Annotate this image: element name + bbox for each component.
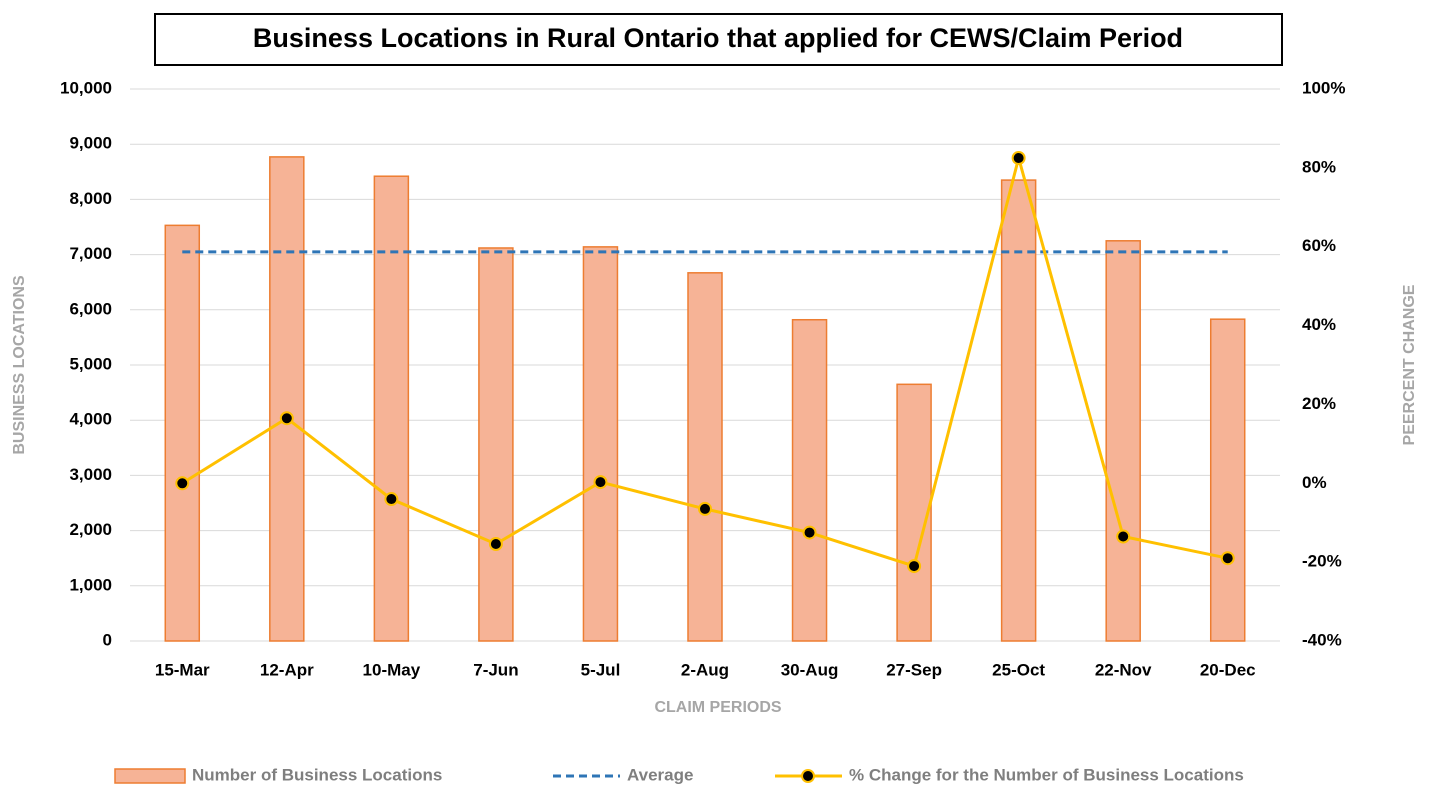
y2-axis-label: PEERCENT CHANGE	[1401, 284, 1418, 445]
marker	[802, 525, 817, 540]
y2-tick-label: 20%	[1302, 394, 1336, 413]
bar	[269, 156, 305, 642]
y-tick-label: 0	[103, 630, 112, 649]
y-axis-label: BUSINESS LOCATIONS	[11, 275, 28, 455]
legend-marker	[801, 769, 815, 783]
bar	[164, 224, 201, 642]
y2-tick-label: -20%	[1302, 552, 1342, 571]
bar	[791, 318, 828, 642]
chart-title: Business Locations in Rural Ontario that…	[253, 23, 1183, 53]
x-tick-label: 2-Aug	[681, 660, 729, 679]
y-tick-label: 8,000	[69, 189, 112, 208]
y-tick-label: 5,000	[69, 354, 112, 373]
y-tick-label: 3,000	[69, 465, 112, 484]
y2-tick-label: -40%	[1302, 630, 1342, 649]
x-tick-label: 27-Sep	[886, 660, 942, 679]
marker	[907, 559, 922, 574]
x-tick-label: 20-Dec	[1200, 660, 1256, 679]
marker	[488, 537, 503, 552]
bar	[1000, 179, 1037, 642]
title-box	[154, 13, 1283, 66]
marker	[1011, 151, 1026, 165]
y2-tick-label: 60%	[1302, 236, 1336, 255]
x-tick-label: 30-Aug	[781, 660, 839, 679]
marker	[593, 475, 608, 490]
bar	[1209, 318, 1246, 642]
y-tick-label: 1,000	[69, 575, 112, 594]
marker	[698, 501, 712, 516]
legend-label: Average	[627, 765, 693, 784]
marker	[1116, 529, 1131, 544]
bar	[582, 246, 619, 642]
y-tick-label: 10,000	[60, 78, 112, 97]
bar	[687, 272, 723, 642]
y2-tick-label: 40%	[1302, 315, 1336, 334]
x-tick-label: 7-Jun	[473, 660, 518, 679]
legend-label: % Change for the Number of Business Loca…	[849, 765, 1244, 784]
bar	[896, 383, 932, 642]
bar	[373, 175, 410, 642]
y-tick-label: 9,000	[69, 134, 112, 153]
marker	[279, 411, 294, 426]
x-tick-label: 10-May	[363, 660, 421, 679]
marker	[384, 492, 399, 507]
y2-tick-label: 100%	[1302, 78, 1345, 97]
y-tick-label: 7,000	[69, 244, 112, 263]
x-tick-label: 12-Apr	[260, 660, 314, 679]
marker	[1220, 551, 1235, 566]
y2-tick-label: 0%	[1302, 473, 1327, 492]
x-tick-label: 25-Oct	[992, 660, 1045, 679]
y2-tick-label: 80%	[1302, 157, 1336, 176]
bar	[478, 247, 514, 642]
y-tick-label: 6,000	[69, 299, 112, 318]
legend-label: Number of Business Locations	[192, 765, 442, 784]
x-axis-label: CLAIM PERIODS	[654, 699, 781, 716]
y-tick-label: 2,000	[69, 520, 112, 539]
marker	[175, 476, 190, 491]
y-tick-label: 4,000	[69, 410, 112, 429]
legend-swatch	[114, 768, 186, 784]
x-tick-label: 22-Nov	[1095, 660, 1152, 679]
x-tick-label: 5-Jul	[581, 660, 621, 679]
bar	[1105, 240, 1141, 642]
x-tick-label: 15-Mar	[155, 660, 210, 679]
